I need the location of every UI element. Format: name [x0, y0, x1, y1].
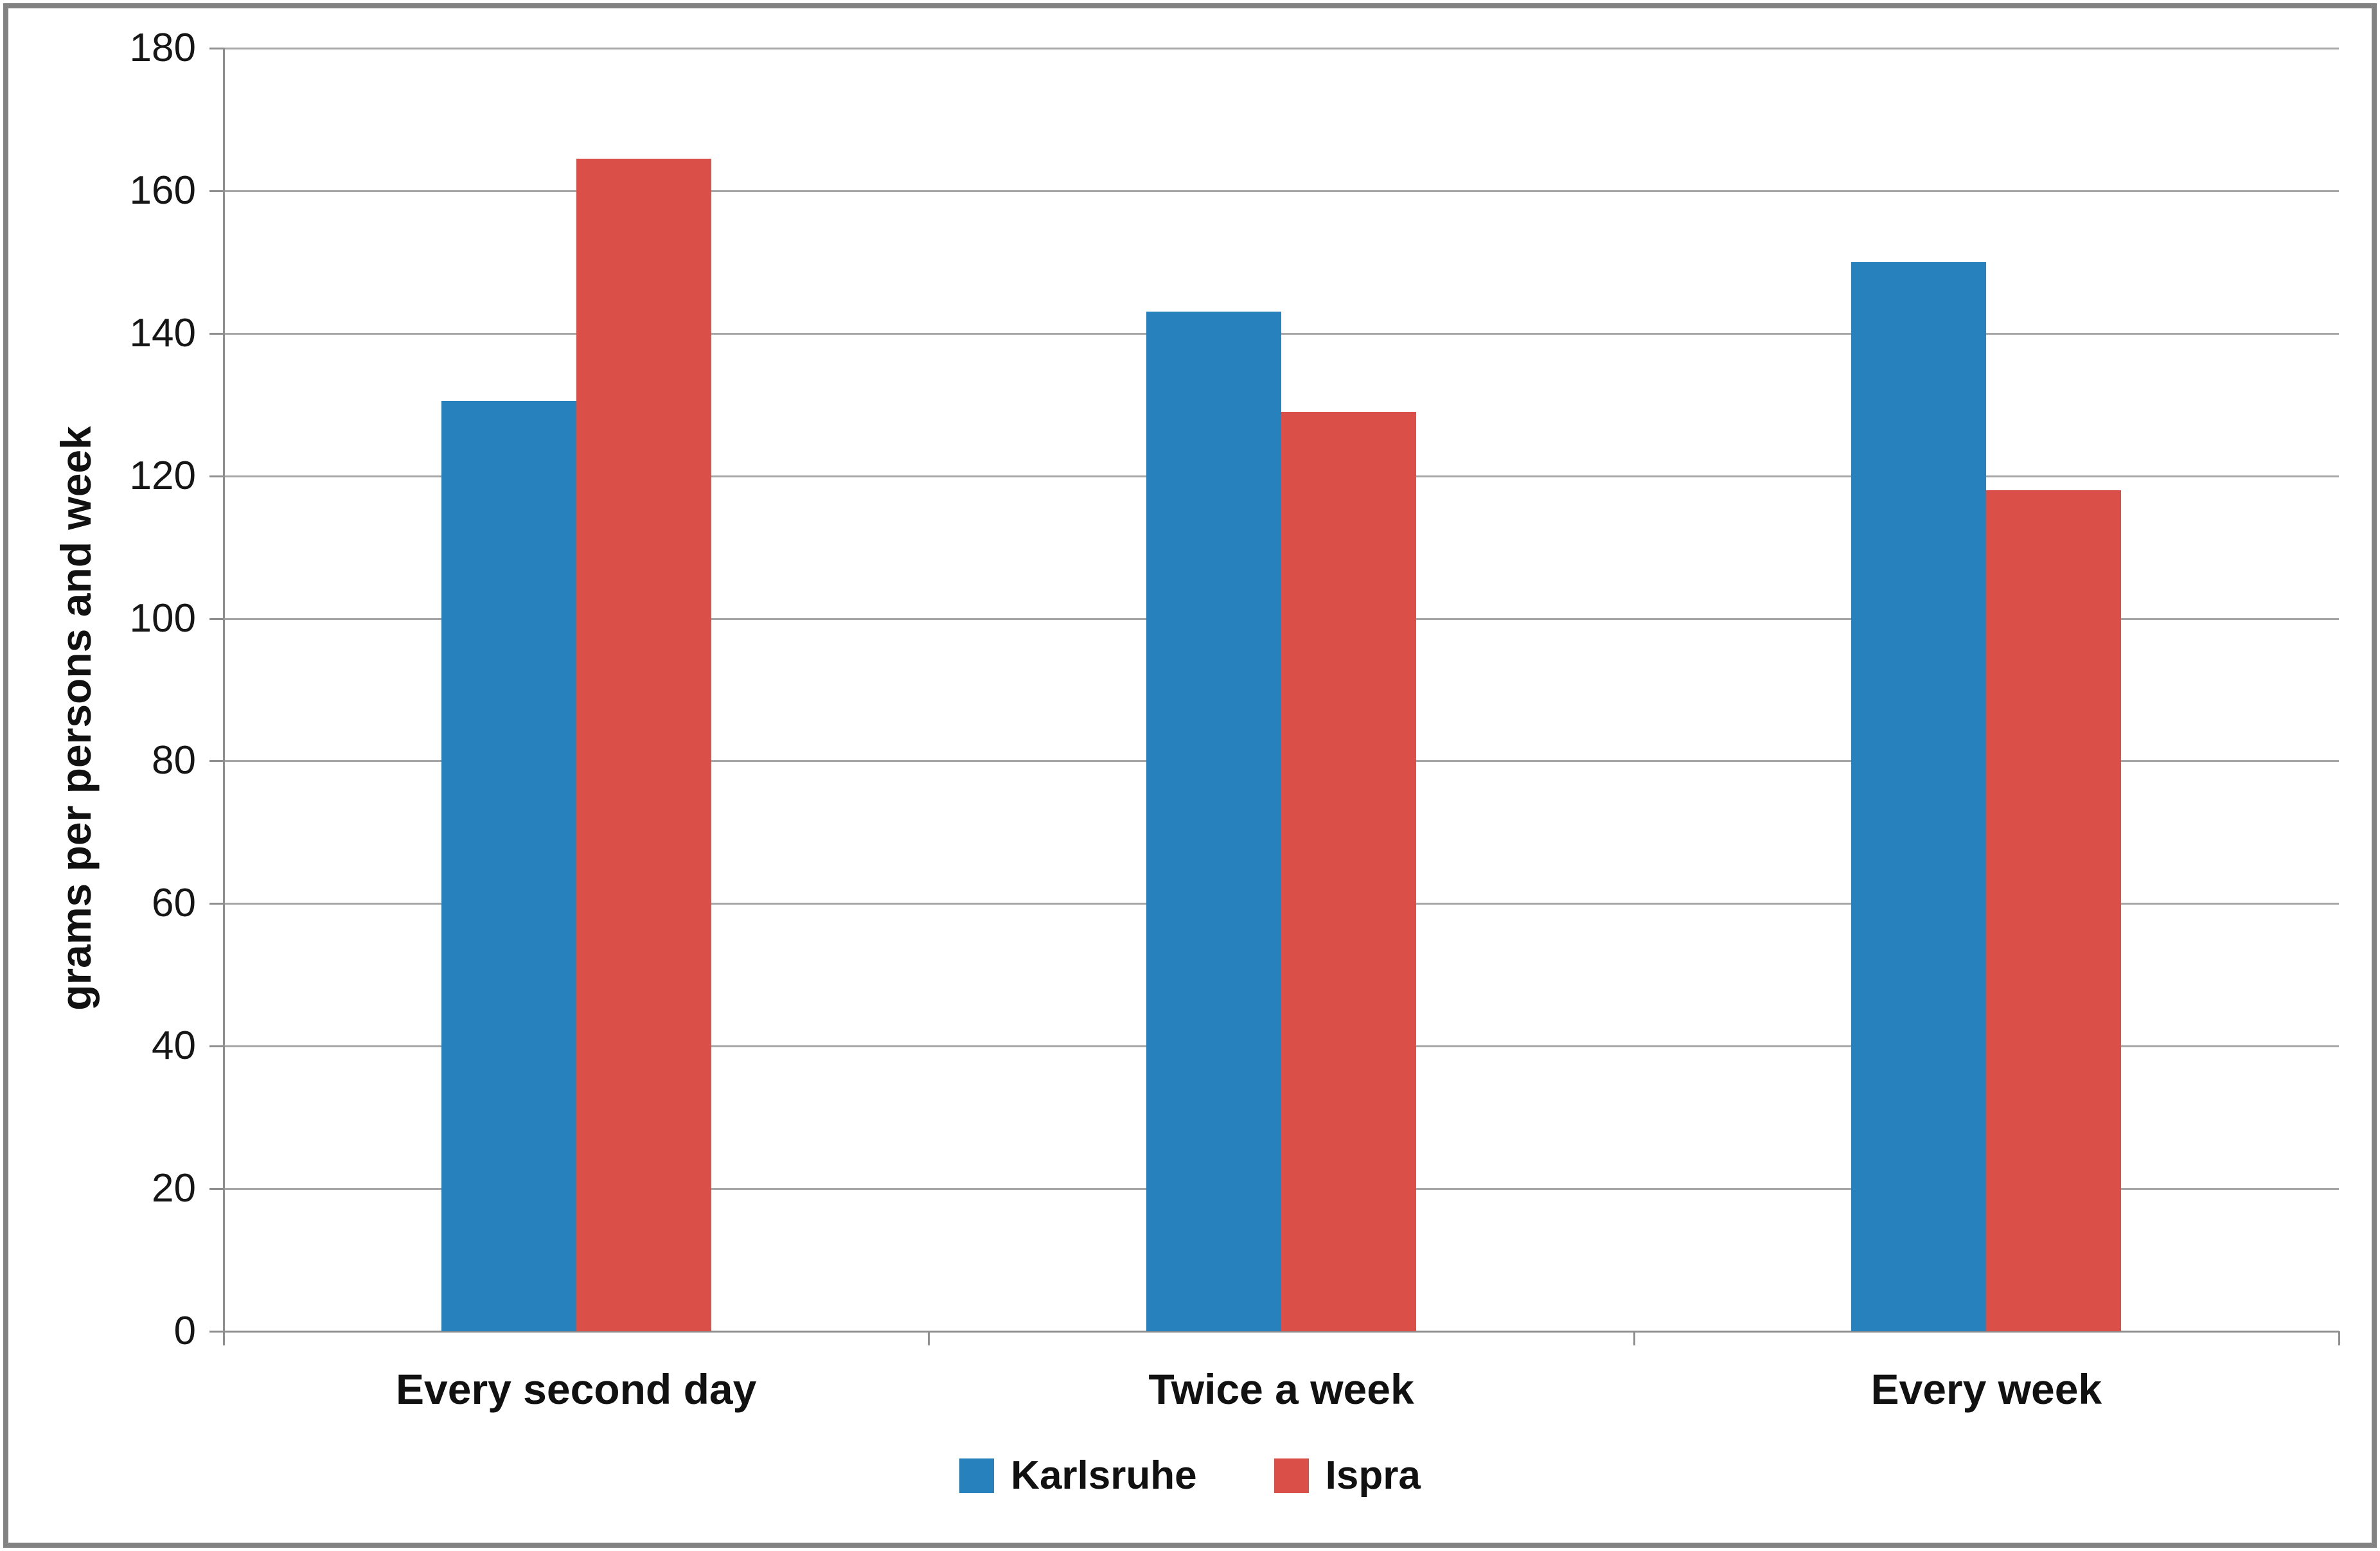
- legend: Karlsruhe Ispra: [0, 1453, 2380, 1498]
- y-axis-tick: [209, 1188, 224, 1191]
- y-tick-label: 140: [129, 310, 196, 355]
- legend-label: Karlsruhe: [1011, 1453, 1197, 1498]
- bar-ispra-1: [576, 158, 711, 1331]
- gridline: [224, 190, 2339, 192]
- y-tick-label: 100: [129, 596, 196, 641]
- y-tick-label: 120: [129, 453, 196, 498]
- category-label: Every second day: [396, 1365, 757, 1413]
- x-axis-baseline: [224, 1331, 2339, 1333]
- category-label: Every week: [1870, 1365, 2102, 1413]
- y-tick-label: 180: [129, 26, 196, 70]
- y-axis-tick: [209, 475, 224, 477]
- bar-ispra-3: [1986, 490, 2122, 1331]
- y-axis-tick: [209, 48, 224, 49]
- x-axis-tick: [928, 1331, 930, 1345]
- y-axis-tick: [209, 903, 224, 905]
- bar-karlsruhe-2: [1146, 312, 1281, 1331]
- bar-ispra-2: [1281, 411, 1416, 1331]
- legend-swatch-ispra: [1274, 1458, 1309, 1493]
- y-tick-label: 40: [152, 1024, 196, 1068]
- y-tick-label: 20: [152, 1166, 196, 1211]
- bar-karlsruhe-1: [441, 401, 576, 1331]
- y-tick-label: 80: [152, 738, 196, 783]
- x-axis-tick: [1633, 1331, 1635, 1345]
- y-axis-title: grams per persons and week: [52, 426, 100, 1011]
- legend-item-karlsruhe: Karlsruhe: [959, 1453, 1197, 1498]
- legend-label: Ispra: [1325, 1453, 1421, 1498]
- y-tick-label: 160: [129, 168, 196, 213]
- gridline: [224, 48, 2339, 49]
- y-tick-label: 60: [152, 881, 196, 926]
- legend-item-ispra: Ispra: [1274, 1456, 1421, 1496]
- y-axis-tick: [209, 332, 224, 335]
- y-axis-tick: [209, 190, 224, 192]
- x-axis-tick: [223, 1331, 225, 1345]
- gridline: [224, 332, 2339, 335]
- y-axis-tick: [209, 617, 224, 620]
- category-label: Twice a week: [1148, 1365, 1414, 1413]
- x-axis-tick: [2338, 1331, 2340, 1345]
- y-axis-tick: [209, 760, 224, 763]
- y-axis-line: [223, 48, 225, 1345]
- bar-karlsruhe-3: [1851, 261, 1987, 1331]
- y-axis-tick: [209, 1045, 224, 1048]
- y-axis-tick: [209, 1331, 224, 1333]
- legend-swatch-karlsruhe: [959, 1458, 995, 1493]
- y-tick-label: 0: [173, 1309, 196, 1353]
